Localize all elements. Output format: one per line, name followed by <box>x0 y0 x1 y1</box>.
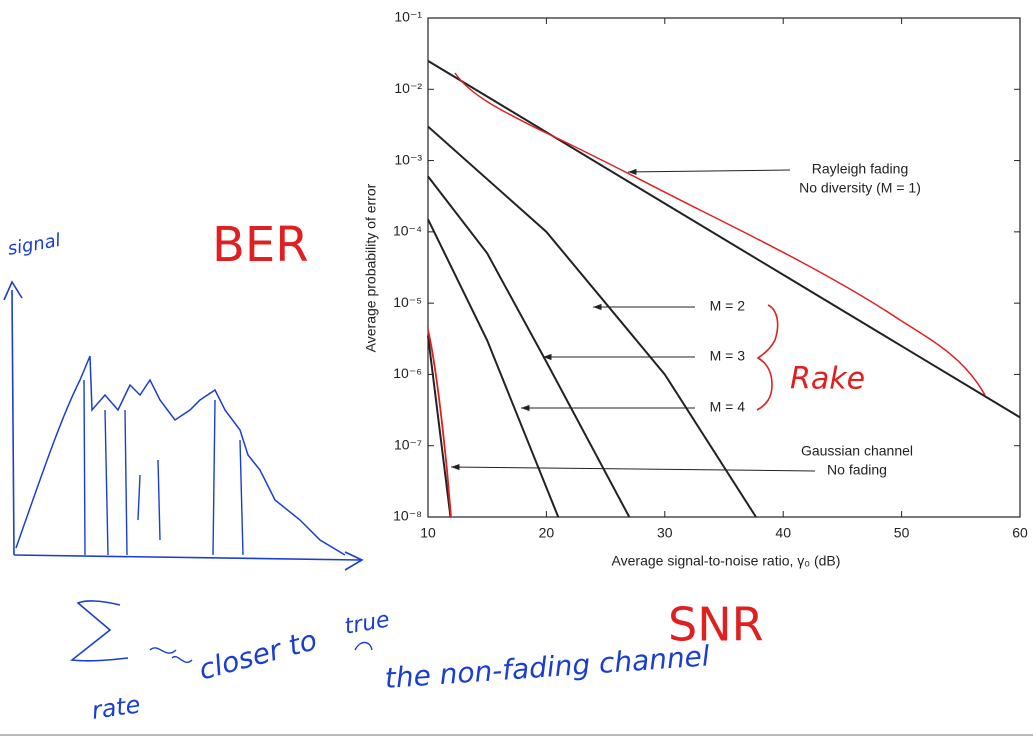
blue-sigma <box>69 600 129 662</box>
x-tick-label: 40 <box>775 525 791 541</box>
series-line <box>427 218 560 518</box>
x-tick-label: 10 <box>420 525 436 541</box>
arrowhead <box>451 464 460 471</box>
red-sketch-curve <box>454 72 986 396</box>
y-tick-label: 10⁻² <box>394 80 422 96</box>
arrowhead <box>628 168 637 175</box>
y-axis-label: Average probability of error <box>363 183 379 352</box>
x-axis-label: Average signal-to-noise ratio, γ₀ (dB) <box>612 553 841 569</box>
series-annotation: M = 3 <box>710 348 746 364</box>
series-annotation: Rayleigh fading <box>812 161 909 177</box>
hand-ber: BER <box>212 217 309 273</box>
y-tick-label: 10⁻⁵ <box>393 294 422 310</box>
hand-rate: rate <box>90 690 142 725</box>
y-tick-label: 10⁻⁴ <box>393 223 422 239</box>
plot-frame <box>427 17 1021 518</box>
series-annotation: M = 4 <box>710 399 746 415</box>
y-tick-label: 10⁻⁸ <box>393 508 422 524</box>
y-tick-label: 10⁻⁷ <box>394 436 422 452</box>
annotation-arrow <box>450 466 816 472</box>
hand-rake: Rake <box>790 362 865 397</box>
series-line <box>427 125 757 518</box>
x-tick-label: 60 <box>1012 525 1028 541</box>
series-annotation: No fading <box>827 462 887 478</box>
blue-insert-mark <box>354 641 373 651</box>
series-line <box>427 60 1021 419</box>
hand-snr: SNR <box>668 598 764 652</box>
red-sketch-gaussian <box>427 329 452 518</box>
x-tick-label: 50 <box>894 525 910 541</box>
arrowhead <box>543 353 552 361</box>
series-line <box>427 335 452 518</box>
x-tick-label: 30 <box>657 525 673 541</box>
series-annotation: M = 2 <box>710 298 746 314</box>
blue-rake-lines <box>83 379 244 556</box>
series-annotation: No diversity (M = 1) <box>799 180 921 196</box>
annotation-arrow <box>627 169 791 173</box>
plot: 10⁻⁸ 10⁻⁷ 10⁻⁶ 10⁻⁵ 10⁻⁴ 10⁻³ 10⁻² 10⁻¹ 10 20 30 40… <box>393 9 1028 541</box>
y-tick-label: 10⁻³ <box>394 151 422 167</box>
arrowhead <box>593 303 602 311</box>
x-tick-label: 20 <box>539 525 555 541</box>
blue-y-axis <box>3 280 23 556</box>
series-line <box>427 175 631 518</box>
blue-arrow <box>149 647 193 663</box>
y-tick-label: 10⁻⁶ <box>393 365 422 381</box>
arrowhead <box>521 404 530 412</box>
blue-x-axis <box>13 551 364 571</box>
red-brace <box>756 304 779 411</box>
blue-signal-curve <box>15 355 346 556</box>
series-annotation: Gaussian channel <box>801 443 913 459</box>
y-tick-label: 10⁻¹ <box>394 9 422 25</box>
